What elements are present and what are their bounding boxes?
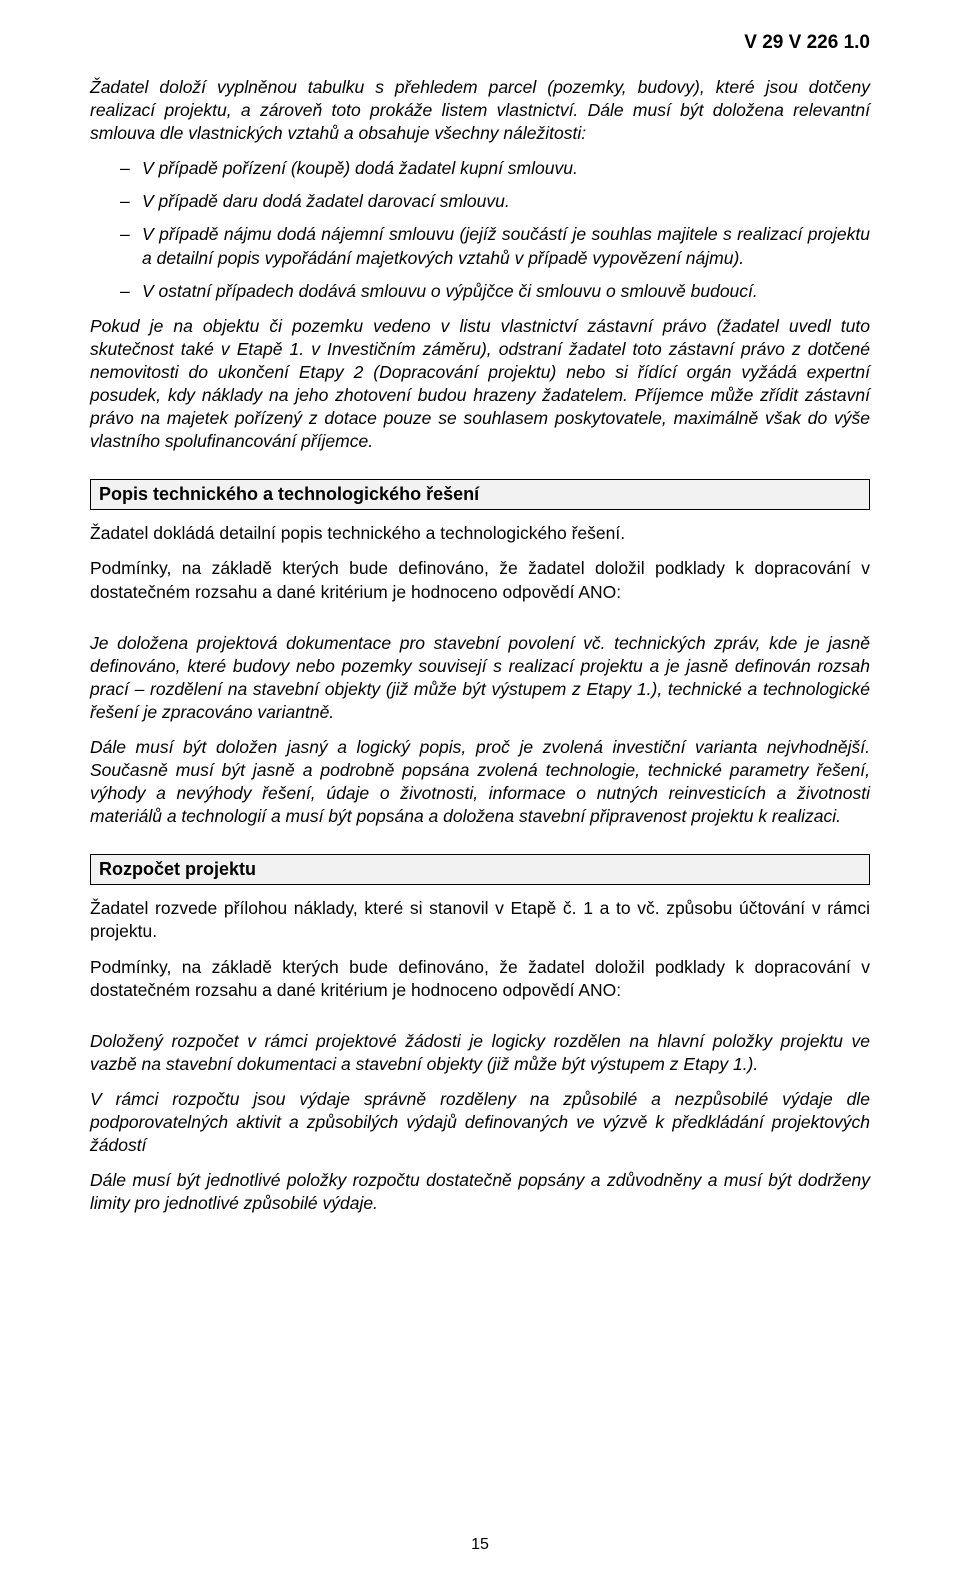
section-title: Rozpočet projektu <box>99 859 861 880</box>
section2-p4: V rámci rozpočtu jsou výdaje správně roz… <box>90 1088 870 1157</box>
section2-p3: Doložený rozpočet v rámci projektové žád… <box>90 1030 870 1076</box>
section-heading-technical: Popis technického a technologického řeše… <box>90 479 870 510</box>
section2-p1: Žadatel rozvede přílohou náklady, které … <box>90 897 870 943</box>
intro-paragraph-2: Pokud je na objektu či pozemku vedeno v … <box>90 315 870 454</box>
section1-p1: Žadatel dokládá detailní popis technické… <box>90 522 870 545</box>
intro-bullet-list: V případě pořízení (koupě) dodá žadatel … <box>90 157 870 302</box>
intro-paragraph-1: Žadatel doloží vyplněnou tabulku s přehl… <box>90 76 870 145</box>
bullet-item: V případě nájmu dodá nájemní smlouvu (je… <box>120 223 870 269</box>
section1-p2: Podmínky, na základě kterých bude defino… <box>90 557 870 603</box>
section2-p5: Dále musí být jednotlivé položky rozpočt… <box>90 1169 870 1215</box>
page-number: 15 <box>0 1536 960 1554</box>
section-heading-budget: Rozpočet projektu <box>90 854 870 885</box>
page: V 29 V 226 1.0 Žadatel doloží vyplněnou … <box>0 0 960 1574</box>
bullet-item: V případě daru dodá žadatel darovací sml… <box>120 190 870 213</box>
bullet-item: V ostatní případech dodává smlouvu o výp… <box>120 280 870 303</box>
section1-p3: Je doložena projektová dokumentace pro s… <box>90 632 870 724</box>
section-title: Popis technického a technologického řeše… <box>99 484 861 505</box>
bullet-item: V případě pořízení (koupě) dodá žadatel … <box>120 157 870 180</box>
section1-p4: Dále musí být doložen jasný a logický po… <box>90 736 870 828</box>
section2-p2: Podmínky, na základě kterých bude defino… <box>90 956 870 1002</box>
header-code: V 29 V 226 1.0 <box>90 32 870 54</box>
